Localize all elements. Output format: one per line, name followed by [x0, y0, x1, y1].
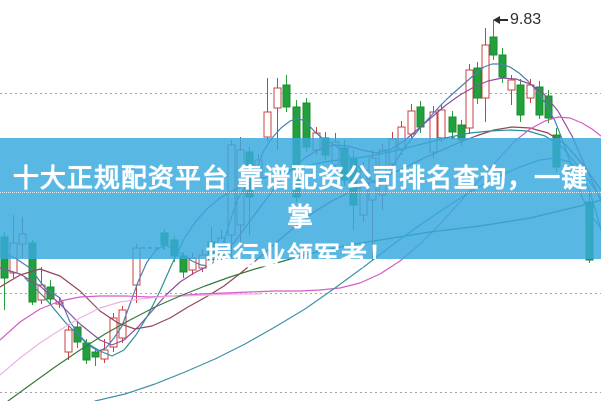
candle-up — [437, 109, 446, 139]
candle-down — [91, 351, 100, 358]
ma-magenta-line — [0, 116, 601, 341]
promo-banner-text: 十大正规配资平台 靠谱配资公司排名查询，一键掌 握行业领军者！ — [0, 159, 601, 276]
promo-line-2: 握行业领军者！ — [205, 241, 395, 271]
arrow-left-icon — [493, 16, 508, 24]
candle-up — [465, 69, 474, 129]
candle-down — [473, 67, 482, 99]
candle-up — [263, 111, 272, 138]
candle-up — [407, 110, 416, 135]
candle-down — [535, 86, 544, 116]
price-annotation: 9.83 — [493, 11, 542, 29]
candle-up — [481, 44, 490, 99]
promo-line-1: 十大正规配资平台 靠谱配资公司排名查询，一键掌 — [12, 163, 589, 232]
candle-up — [64, 329, 73, 353]
candle-down — [448, 116, 457, 133]
gridline-on-banner — [0, 192, 601, 193]
candle-down — [516, 84, 525, 116]
candle-up — [507, 79, 516, 91]
candle-down — [489, 36, 498, 56]
candle-up — [37, 284, 46, 301]
candle-down — [498, 54, 507, 78]
candle-down — [544, 95, 553, 119]
candle-up — [273, 87, 282, 109]
ma-pink-line — [0, 293, 261, 376]
ma-blue-line — [0, 63, 601, 352]
promo-banner: 十大正规配资平台 靠谱配资公司排名查询，一键掌 握行业领军者！ — [0, 138, 601, 271]
price-label: 9.83 — [510, 11, 542, 28]
candle-down — [282, 84, 291, 108]
